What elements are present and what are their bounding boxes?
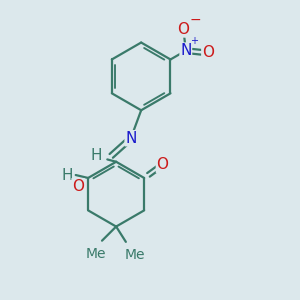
- Text: O: O: [72, 179, 84, 194]
- Text: H: H: [61, 167, 73, 182]
- Text: N: N: [125, 131, 136, 146]
- Text: O: O: [156, 157, 168, 172]
- Text: Me: Me: [86, 247, 106, 261]
- Text: Me: Me: [124, 248, 145, 262]
- Text: O: O: [202, 46, 214, 61]
- Text: O: O: [177, 22, 189, 37]
- Text: −: −: [190, 13, 202, 26]
- Text: +: +: [190, 36, 199, 46]
- Text: N: N: [180, 43, 191, 58]
- Text: H: H: [90, 148, 102, 164]
